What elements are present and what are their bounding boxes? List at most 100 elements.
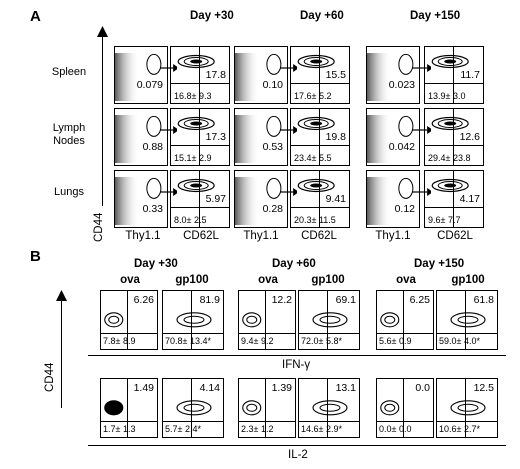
- xlabel-thy-150: Thy1.1: [375, 230, 411, 242]
- cd62l-contour: [431, 54, 469, 69]
- thy-plot-r2-d2: 0.12: [366, 170, 420, 228]
- b-bottom-value: 9.4± 9.2: [241, 336, 274, 346]
- cd62l-contour: [177, 116, 215, 131]
- panel-b-letter: B: [30, 248, 41, 265]
- gate-arrow-icon: [159, 59, 179, 77]
- b-bottom-value: 59.0± 4.0*: [439, 336, 480, 346]
- b-gp100-30: gp100: [175, 274, 209, 286]
- ifn-label: IFN-γ: [282, 359, 311, 371]
- thy-value: 0.079: [136, 78, 163, 91]
- row-label-lungs: Lungs: [54, 186, 84, 198]
- contour-plot: [176, 400, 212, 416]
- gate-arrow-icon: [159, 121, 179, 139]
- contour-plot: [450, 312, 486, 328]
- il2-plot-d0-ova: 1.49 1.7± 1.3: [100, 378, 158, 438]
- thy-scatter: [367, 177, 414, 225]
- b-top-value: 0.0: [415, 382, 430, 394]
- thy-scatter: [115, 53, 162, 101]
- contour-plot: [380, 312, 400, 328]
- ifn-separator-line: [88, 355, 506, 356]
- contour-plot: [380, 400, 400, 416]
- cd62l-plot-r0-d1: 15.5 17.6± 5.2: [290, 46, 350, 104]
- gate-arrow-icon: [159, 183, 179, 201]
- b-gp100-60: gp100: [311, 274, 345, 286]
- thy-plot-r0-d1: 0.10: [234, 46, 288, 104]
- contour-plot: [176, 312, 212, 328]
- cd62l-plot-r1-d0: 17.3 15.1± 2.9: [170, 108, 230, 166]
- b-bottom-value: 5.6± 0.9: [379, 336, 412, 346]
- il2-label: IL-2: [288, 449, 308, 461]
- b-gp100-150: gp100: [451, 274, 485, 286]
- b-top-value: 1.39: [271, 382, 292, 394]
- cd62l-bottom-value: 9.6± 7.7: [428, 215, 461, 225]
- cd62l-contour: [431, 116, 469, 131]
- thy-plot-r1-d0: 0.88: [114, 108, 168, 166]
- contour-plot: [242, 312, 262, 328]
- thy-scatter: [367, 115, 414, 163]
- gate-arrow-icon: [279, 183, 299, 201]
- cd62l-bottom-value: 29.4± 23.8: [428, 153, 471, 163]
- gate-arrow-icon: [411, 121, 433, 139]
- ifn-plot-d2-ova: 6.25 5.6± 0.9: [376, 290, 434, 350]
- thy-value: 0.042: [388, 140, 415, 153]
- panel-b-yaxis-label: CD44: [44, 362, 56, 392]
- cd62l-top-value: 11.7: [460, 69, 480, 82]
- cd62l-bottom-value: 16.8± 9.3: [174, 91, 212, 101]
- b-bottom-value: 7.8± 8.9: [103, 336, 136, 346]
- cd62l-top-value: 4.17: [459, 193, 480, 206]
- cd62l-top-value: 17.8: [205, 69, 226, 82]
- panel-a-day-30: Day +30: [190, 10, 234, 22]
- panel-a-yaxis-label: CD44: [93, 212, 105, 242]
- b-bottom-value: 72.0± 5.8*: [301, 336, 342, 346]
- thy-scatter: [367, 53, 414, 101]
- thy-plot-r2-d0: 0.33: [114, 170, 168, 228]
- b-top-value: 12.5: [473, 382, 494, 394]
- thy-scatter: [235, 177, 282, 225]
- cd62l-top-value: 5.97: [205, 193, 226, 206]
- thy-value: 0.12: [394, 202, 415, 215]
- b-top-value: 69.1: [335, 294, 356, 306]
- ifn-plot-d1-ova: 12.2 9.4± 9.2: [238, 290, 296, 350]
- thy-plot-r0-d0: 0.079: [114, 46, 168, 104]
- b-top-value: 81.9: [199, 294, 220, 306]
- cd62l-plot-r2-d0: 5.97 8.0± 2.5: [170, 170, 230, 228]
- b-bottom-value: 10.6± 2.7*: [439, 424, 480, 434]
- cd62l-top-value: 17.3: [205, 131, 226, 144]
- cd62l-contour: [177, 178, 215, 193]
- gate-arrow-icon: [279, 121, 299, 139]
- b-bottom-value: 0.0± 0.0: [379, 424, 412, 434]
- xlabel-thy-60: Thy1.1: [243, 230, 279, 242]
- contour-plot: [312, 400, 348, 416]
- cd62l-bottom-value: 13.9± 3.0: [428, 91, 466, 101]
- ifn-plot-d0-ova: 6.26 7.8± 8.9: [100, 290, 158, 350]
- b-bottom-value: 70.8± 13.4*: [165, 336, 211, 346]
- thy-scatter: [115, 177, 162, 225]
- b-ova-60: ova: [258, 274, 278, 286]
- cd62l-top-value: 15.5: [325, 69, 346, 82]
- cd62l-contour: [297, 54, 335, 69]
- cd62l-contour: [431, 178, 469, 193]
- il2-plot-d0-gp100: 4.14 5.7± 2.4*: [162, 378, 224, 438]
- il2-plot-d1-gp100: 13.1 14.6± 2.9*: [298, 378, 360, 438]
- b-top-value: 13.1: [335, 382, 356, 394]
- thy-plot-r2-d1: 0.28: [234, 170, 288, 228]
- b-bottom-value: 14.6± 2.9*: [301, 424, 342, 434]
- cd62l-plot-r2-d2: 4.17 9.6± 7.7: [424, 170, 484, 228]
- b-top-value: 61.8: [473, 294, 494, 306]
- cd62l-contour: [297, 178, 335, 193]
- panel-a-letter: A: [30, 8, 41, 25]
- cd62l-bottom-value: 8.0± 2.5: [174, 215, 207, 225]
- b-bottom-value: 1.7± 1.3: [103, 424, 136, 434]
- b-top-value: 4.14: [199, 382, 220, 394]
- thy-value: 0.88: [142, 140, 163, 153]
- thy-scatter: [235, 53, 282, 101]
- cd62l-plot-r0-d2: 11.7 13.9± 3.0: [424, 46, 484, 104]
- thy-plot-r0-d2: 0.023: [366, 46, 420, 104]
- gate-arrow-icon: [411, 183, 433, 201]
- panel-b-yaxis-arrow-line: [61, 300, 62, 408]
- cd62l-top-value: 19.8: [325, 131, 346, 144]
- b-ova-150: ova: [396, 274, 416, 286]
- b-bottom-value: 5.7± 2.4*: [165, 424, 201, 434]
- contour-plot: [450, 400, 486, 416]
- panel-a-day-60: Day +60: [300, 10, 344, 22]
